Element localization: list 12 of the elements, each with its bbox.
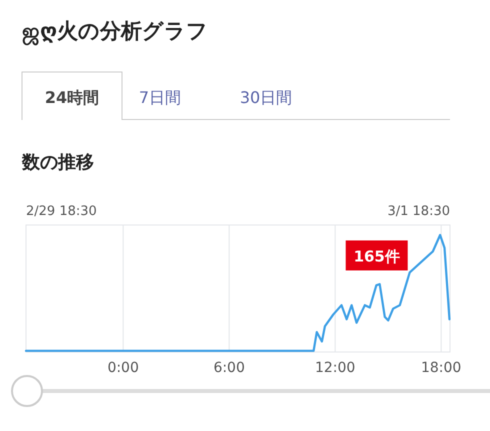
text: 3/1 18:30	[387, 204, 450, 219]
text: 2/29 18:30	[26, 204, 97, 219]
text: 7日間	[138, 88, 182, 107]
annotation: 165件	[354, 247, 400, 266]
text: 24時間	[44, 88, 100, 107]
chart-title: ஜღ火の分析グラフ	[22, 19, 208, 46]
x-tick-label: 12:00	[314, 360, 356, 376]
x-tick-label: 18:00	[420, 360, 462, 376]
text: 30日間	[240, 88, 292, 107]
x-tick-label: 0:00	[107, 360, 139, 376]
chart-subtitle: 数の推移	[21, 152, 94, 173]
x-tick-label: 6:00	[213, 360, 245, 376]
